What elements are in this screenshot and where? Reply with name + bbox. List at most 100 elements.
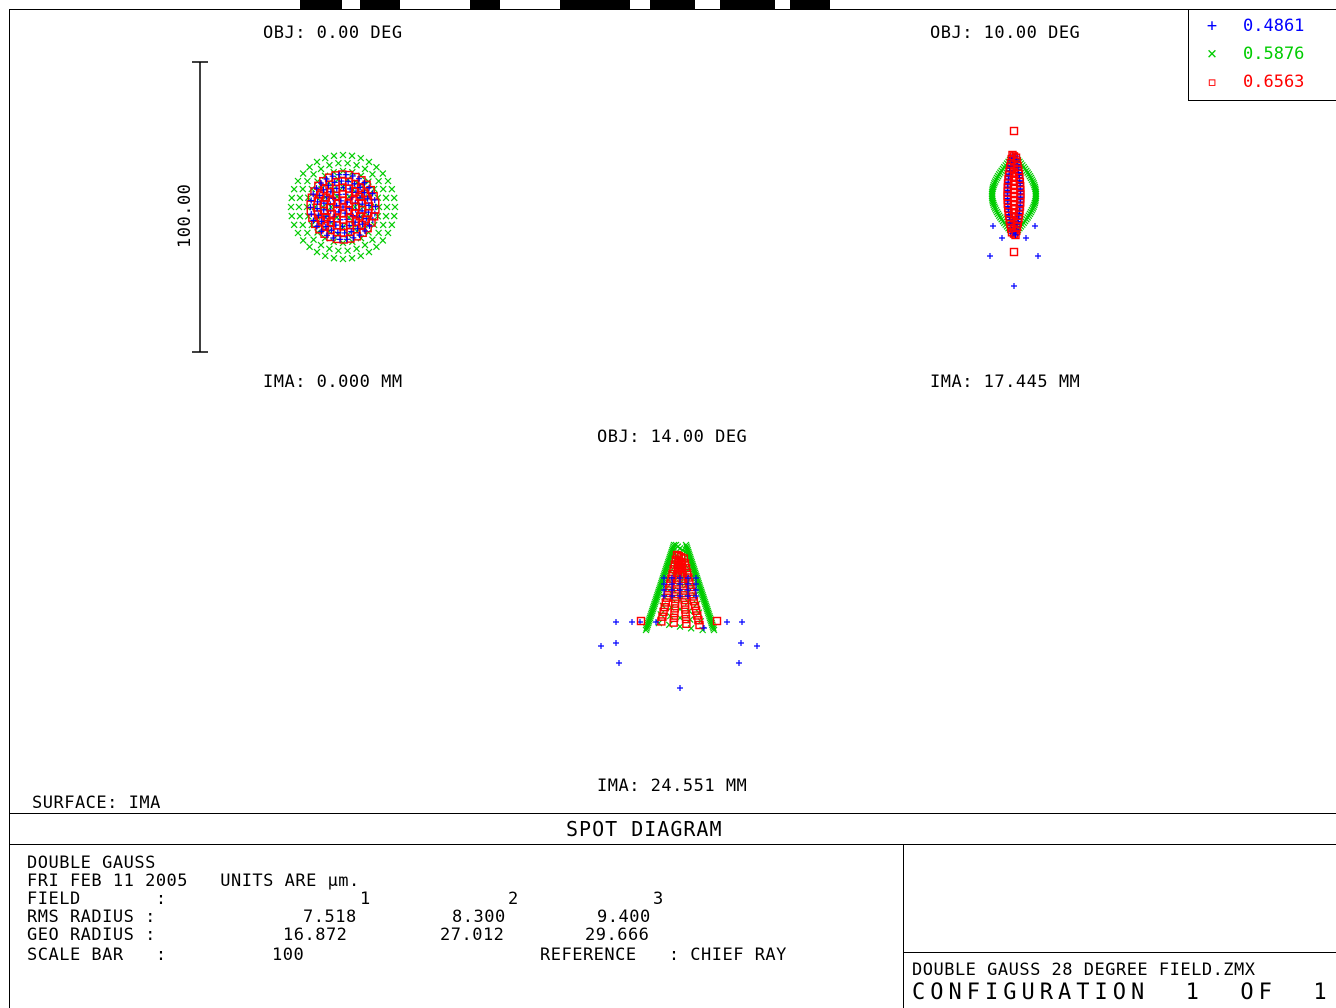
- green-ray-marker: [330, 254, 338, 262]
- blue-ray-marker: [313, 223, 320, 230]
- blue-ray-marker: [693, 581, 699, 587]
- green-ray-marker: [334, 247, 342, 255]
- red-ray-marker: [636, 616, 646, 626]
- geo-radius-value: 16.872: [283, 925, 348, 945]
- red-ray-marker: [661, 598, 671, 607]
- green-ray-marker: [339, 255, 347, 263]
- blue-ray-marker: [350, 234, 357, 241]
- green-ray-marker: [310, 236, 317, 244]
- blue-ray-marker: [334, 229, 341, 236]
- blue-ray-marker: [330, 235, 337, 242]
- green-ray-marker: [299, 185, 307, 193]
- green-ray-marker: [353, 245, 361, 253]
- green-ray-marker: [299, 221, 307, 229]
- red-ray-marker: [669, 618, 678, 627]
- blue-ray-marker: [366, 222, 373, 229]
- blue-ray-marker: [348, 228, 355, 235]
- green-ray-marker: [325, 245, 333, 253]
- blue-ray-marker: [349, 172, 356, 179]
- green-ray-marker: [294, 229, 302, 237]
- scale-bar-value: 100: [272, 945, 305, 965]
- green-ray-marker: [290, 221, 298, 229]
- field-2-obj-label: OBJ: 10.00 DEG: [930, 23, 1081, 43]
- field-value: 2: [508, 889, 519, 909]
- red-ray-marker: [680, 595, 689, 605]
- blue-ray-marker: [308, 211, 315, 218]
- red-ray-marker: [670, 604, 680, 613]
- blue-ray-marker: [1012, 232, 1019, 238]
- green-ray-marker: [379, 221, 387, 229]
- spot-plot-area: [287, 126, 1041, 691]
- red-ray-marker: [660, 603, 669, 612]
- red-ray-marker: [658, 612, 667, 621]
- configuration-label: CONFIGURATION 1 OF 1: [912, 980, 1332, 1005]
- field-value: 3: [653, 889, 664, 909]
- green-ray-marker: [676, 623, 684, 630]
- surface-label: SURFACE: IMA: [32, 793, 161, 813]
- square-marker-icon: ▫: [1206, 72, 1218, 92]
- green-ray-marker: [321, 252, 329, 260]
- blue-ray-marker: [653, 619, 659, 625]
- green-ray-marker: [357, 252, 365, 260]
- blue-ray-marker: [754, 643, 760, 649]
- green-ray-marker: [325, 161, 333, 169]
- geo-radius-value: 27.012: [440, 925, 505, 945]
- green-ray-marker: [295, 203, 303, 211]
- file-divider: [903, 952, 1336, 953]
- red-ray-marker: [669, 613, 679, 623]
- blue-ray-marker: [338, 178, 345, 185]
- green-ray-marker: [296, 212, 304, 220]
- blue-ray-marker: [328, 227, 335, 234]
- legend-wavelength: 0.6563: [1243, 72, 1305, 92]
- blue-ray-marker: [616, 660, 622, 666]
- green-ray-marker: [382, 212, 390, 220]
- green-ray-marker: [344, 159, 352, 167]
- red-ray-marker: [695, 620, 704, 630]
- red-ray-marker: [690, 601, 700, 611]
- green-ray-marker: [344, 247, 352, 255]
- blue-ray-marker: [669, 587, 675, 593]
- rms-radius-value: 9.400: [597, 907, 651, 927]
- green-ray-marker: [294, 177, 302, 185]
- green-ray-marker: [1029, 205, 1037, 212]
- blue-ray-marker: [999, 235, 1005, 241]
- blue-ray-marker: [677, 593, 683, 599]
- green-ray-marker: [383, 203, 391, 211]
- green-ray-marker: [1030, 203, 1038, 211]
- green-ray-marker: [303, 229, 311, 237]
- blue-ray-marker: [685, 593, 691, 599]
- green-ray-marker: [990, 201, 998, 209]
- red-ray-marker: [1009, 247, 1019, 257]
- blue-ray-marker: [356, 231, 363, 238]
- red-ray-marker: [691, 606, 701, 615]
- field-value: 1: [360, 889, 371, 909]
- red-ray-marker: [659, 607, 668, 617]
- blue-ray-marker: [308, 197, 315, 204]
- green-ray-marker: [390, 194, 398, 202]
- blue-ray-marker: [677, 685, 683, 691]
- green-ray-marker: [687, 624, 695, 632]
- green-ray-marker: [991, 178, 999, 185]
- green-ray-marker: [379, 170, 387, 177]
- cropped-title-remnant: [300, 0, 830, 9]
- blue-ray-marker: [318, 180, 325, 187]
- green-ray-marker: [710, 626, 718, 634]
- green-ray-marker: [388, 221, 396, 229]
- blue-ray-marker: [677, 587, 683, 593]
- blue-ray-marker: [372, 203, 379, 210]
- green-ray-marker: [1030, 201, 1038, 209]
- blue-ray-marker: [661, 575, 667, 581]
- green-ray-marker: [296, 194, 304, 202]
- blue-ray-marker: [345, 178, 352, 185]
- blue-ray-marker: [629, 619, 635, 625]
- blue-ray-marker: [355, 175, 362, 182]
- green-ray-marker: [369, 170, 376, 178]
- plus-marker-icon: +: [1206, 16, 1218, 36]
- geo-radius-value: 29.666: [585, 925, 650, 945]
- red-ray-marker: [680, 600, 690, 610]
- green-ray-marker: [375, 229, 383, 237]
- red-ray-marker: [681, 614, 691, 624]
- green-ray-marker: [353, 161, 361, 169]
- blue-ray-marker: [613, 640, 619, 646]
- title-top-line: [9, 813, 1336, 814]
